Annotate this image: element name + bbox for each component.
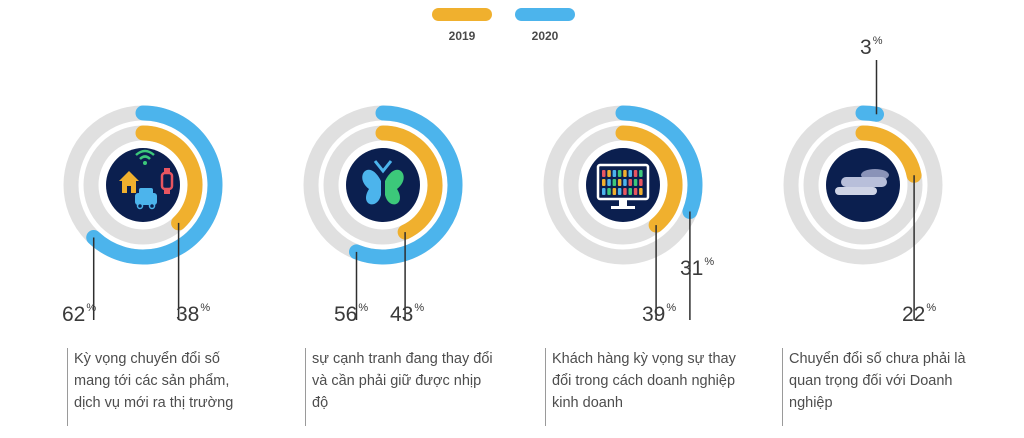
- value-unit: %: [358, 302, 369, 314]
- arc-2019: [615, 125, 683, 233]
- dashboard-tile: [639, 170, 643, 177]
- arc-2020: [615, 105, 703, 219]
- chart-description: Kỳ vọng chuyển đổi số mang tới các sản p…: [67, 348, 259, 426]
- chart-description: Khách hàng kỳ vọng sự thay đổi trong các…: [545, 348, 737, 426]
- house-door: [127, 186, 131, 193]
- arc-2020: [349, 105, 463, 265]
- donut-chart-1: [63, 105, 223, 320]
- value-label-2020: 56%: [334, 302, 369, 327]
- value-label-2019: 43%: [390, 302, 425, 327]
- value-number: 31: [680, 257, 704, 280]
- dashboard-tile: [607, 170, 611, 177]
- legend-item-2020: 2020: [510, 8, 580, 43]
- wifi-arc-outer: [135, 149, 155, 156]
- arc-2019: [135, 125, 203, 231]
- dashboard-tile: [633, 188, 638, 195]
- dashboard-tile: [633, 170, 638, 177]
- butterfly-logo-icon: [362, 160, 404, 205]
- car-body: [135, 193, 157, 205]
- dashboard-tile: [633, 179, 638, 186]
- chart-description: sự cạnh tranh đang thay đổi và cần phải …: [305, 348, 497, 426]
- dashboard-tile: [602, 179, 606, 186]
- cloud-band-middle: [841, 177, 887, 187]
- wifi-arc-inner: [139, 155, 151, 160]
- donut-chart-2: [303, 105, 463, 320]
- monitor-neck: [619, 199, 627, 206]
- dashboard-tile: [607, 188, 611, 195]
- wifi-dot: [143, 161, 147, 165]
- smart-home-devices-icon: [119, 149, 174, 210]
- center-badge: [586, 148, 660, 222]
- value-label-2020: 31%: [680, 256, 715, 281]
- legend-item-2019: 2019: [427, 8, 497, 43]
- value-unit: %: [200, 302, 211, 314]
- dashboard-tile: [612, 179, 617, 186]
- legend-swatch-2020: [515, 8, 575, 21]
- arc-2020: [86, 105, 223, 265]
- value-label-2020: 62%: [62, 302, 97, 327]
- dashboard-tile: [628, 179, 632, 186]
- value-unit: %: [704, 256, 715, 268]
- value-label-2019: 38%: [176, 302, 211, 327]
- cloud-band-bottom: [835, 187, 877, 195]
- dashboard-tile: [639, 179, 643, 186]
- value-label-2019: 39%: [642, 302, 677, 327]
- dashboard-tile: [623, 188, 627, 195]
- butterfly-right-wing: [385, 169, 404, 205]
- house-roof: [119, 171, 139, 181]
- value-unit: %: [666, 302, 677, 314]
- dashboard-tile: [623, 179, 627, 186]
- dashboard-tile: [607, 179, 611, 186]
- dashboard-tile: [617, 188, 622, 195]
- value-unit: %: [86, 302, 97, 314]
- arc-2019: [855, 125, 922, 183]
- watch-strap-bottom: [164, 189, 170, 194]
- legend-label-2020: 2020: [531, 29, 559, 43]
- legend-label-2019: 2019: [448, 29, 476, 43]
- dashboard-tile: [617, 179, 622, 186]
- arc-2019: [375, 125, 443, 240]
- butterfly-antennae: [373, 160, 393, 174]
- dashboard-tile: [623, 170, 627, 177]
- watch-strap-top: [164, 168, 170, 173]
- dashboard-tile: [617, 170, 622, 177]
- arc-2020: [855, 105, 884, 122]
- monitor-dashboard-icon: [596, 163, 650, 209]
- legend-swatch-2019: [432, 8, 492, 21]
- dashboard-tile: [612, 170, 617, 177]
- dashboard-tile: [612, 188, 617, 195]
- center-badge: [106, 148, 180, 222]
- value-label-2020: 3%: [860, 35, 883, 60]
- value-number: 22: [902, 303, 926, 326]
- legend: 2019 2020: [0, 8, 1024, 48]
- monitor-stand: [611, 206, 635, 209]
- dashboard-tile: [602, 188, 606, 195]
- chart-description: Chuyển đổi số chưa phải là quan trọng đố…: [782, 348, 974, 426]
- value-number: 56: [334, 303, 358, 326]
- value-number: 38: [176, 303, 200, 326]
- value-number: 39: [642, 303, 666, 326]
- value-unit: %: [926, 302, 937, 314]
- car-wheel-right: [148, 202, 156, 210]
- value-number: 43: [390, 303, 414, 326]
- dashboard-tile: [639, 188, 643, 195]
- value-unit: %: [872, 35, 883, 47]
- donut-chart-4: [783, 60, 943, 320]
- dashboard-tile: [628, 188, 632, 195]
- dashboard-tile: [602, 170, 606, 177]
- value-number: 62: [62, 303, 86, 326]
- dashboard-tile: [628, 170, 632, 177]
- car-wheel-left: [136, 202, 144, 210]
- donut-chart-3: [543, 105, 703, 320]
- value-label-2019: 22%: [902, 302, 937, 327]
- value-number: 3: [860, 36, 872, 59]
- car-top: [139, 188, 153, 195]
- value-unit: %: [414, 302, 425, 314]
- center-badge: [346, 148, 420, 222]
- cloud-icon: [835, 169, 889, 195]
- butterfly-left-wing: [362, 169, 381, 205]
